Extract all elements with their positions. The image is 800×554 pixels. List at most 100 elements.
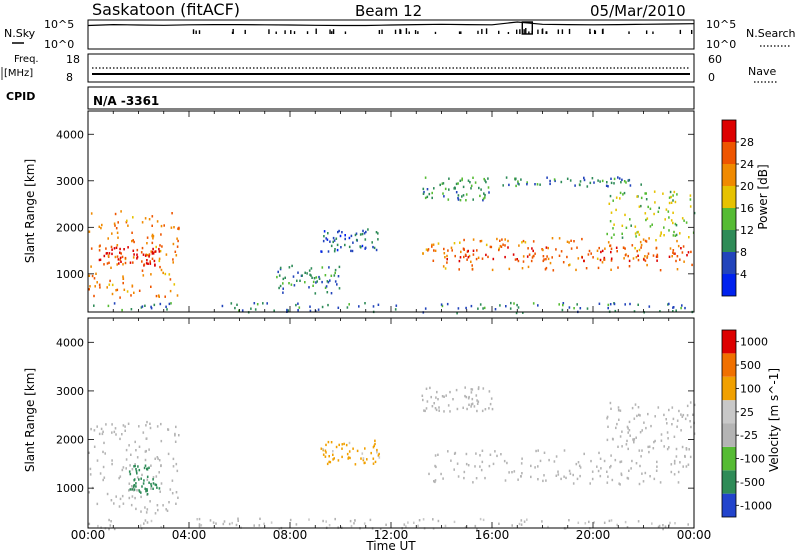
scatter-point <box>167 452 170 456</box>
scatter-point <box>333 457 335 460</box>
scatter-point <box>452 398 454 401</box>
scatter-point <box>560 477 562 481</box>
scatter-point <box>328 266 330 269</box>
scatter-point <box>607 241 610 244</box>
scatter-point <box>165 508 167 511</box>
scatter-point <box>633 417 636 420</box>
scatter-point <box>148 255 150 258</box>
scatter-point <box>674 522 676 525</box>
scatter-point <box>632 257 635 260</box>
scatter-point <box>363 232 366 235</box>
scatter-point <box>431 405 434 408</box>
nsky-label: N.Sky <box>4 27 36 40</box>
scatter-point <box>136 257 138 260</box>
scatter-point <box>465 306 467 310</box>
scatter-point <box>341 455 343 459</box>
scatter-point <box>103 254 106 258</box>
scatter-point <box>152 476 155 479</box>
scatter-point <box>479 517 482 521</box>
scatter-point <box>634 247 636 250</box>
scatter-point <box>547 525 549 529</box>
colorbar-swatch <box>722 446 736 471</box>
scatter-point <box>472 238 475 241</box>
scatter-point <box>467 464 470 467</box>
scatter-point <box>135 485 137 488</box>
scatter-point <box>258 524 261 527</box>
scatter-point <box>114 427 117 430</box>
scatter-point <box>119 497 122 501</box>
scatter-point <box>327 281 330 284</box>
scatter-point <box>103 441 105 445</box>
scatter-point <box>576 246 578 249</box>
scatter-point <box>563 475 565 478</box>
scatter-point <box>326 291 329 294</box>
scatter-point <box>149 262 152 265</box>
scatter-point <box>615 196 618 199</box>
scatter-point <box>422 187 425 191</box>
scatter-point <box>608 202 611 205</box>
scatter-point <box>169 278 172 281</box>
scatter-point <box>624 247 626 250</box>
scatter-point <box>561 308 564 312</box>
scatter-point <box>304 271 306 274</box>
scatter-point <box>139 524 142 527</box>
scatter-point <box>172 465 175 468</box>
scatter-point <box>109 524 112 527</box>
scatter-point <box>685 448 688 451</box>
scatter-point <box>610 519 613 522</box>
scatter-point <box>110 520 112 523</box>
scatter-point <box>596 257 599 260</box>
scatter-point <box>146 242 148 245</box>
scatter-point <box>320 447 323 450</box>
scatter-point <box>640 243 643 247</box>
scatter-point <box>454 187 456 190</box>
scatter-point <box>444 524 447 528</box>
scatter-point <box>656 253 659 257</box>
scatter-point <box>143 263 146 266</box>
scatter-point <box>657 525 660 529</box>
scatter-point <box>372 446 375 449</box>
scatter-point <box>542 248 544 252</box>
scatter-point <box>577 257 580 260</box>
scatter-point <box>568 241 570 244</box>
scatter-point <box>150 487 152 490</box>
scatter-point <box>601 249 604 253</box>
scatter-point <box>385 523 387 526</box>
scatter-point <box>504 238 506 241</box>
scatter-point <box>487 177 489 180</box>
scatter-point <box>445 394 447 397</box>
scatter-point <box>499 304 501 307</box>
scatter-point <box>98 258 101 262</box>
scatter-point <box>662 527 664 531</box>
scatter-point <box>464 526 467 529</box>
scatter-point <box>673 459 676 463</box>
scatter-point <box>654 201 656 204</box>
scatter-point <box>443 252 446 255</box>
scatter-point <box>659 481 662 484</box>
scatter-point <box>463 248 465 251</box>
scatter-point <box>130 453 132 456</box>
scatter-point <box>118 262 120 265</box>
scatter-point <box>134 496 136 500</box>
scatter-point <box>437 242 440 245</box>
velocity-colorbar: 1000 500 100 25 -25 -100 -500 -1000 <box>721 329 772 518</box>
colorbar-tick-label: 25 <box>740 406 754 419</box>
scatter-point <box>557 470 559 473</box>
scatter-point <box>88 451 90 454</box>
scatter-point <box>120 210 122 213</box>
scatter-point <box>198 517 201 521</box>
scatter-point <box>99 286 101 289</box>
scatter-point <box>105 247 107 250</box>
scatter-point <box>425 387 428 390</box>
scatter-point <box>521 267 524 270</box>
scatter-point <box>98 225 101 228</box>
scatter-point <box>122 277 124 280</box>
scatter-point <box>488 390 491 393</box>
scatter-point <box>328 455 330 458</box>
scatter-point <box>533 254 535 258</box>
scatter-point <box>672 194 674 197</box>
scatter-point <box>140 491 142 494</box>
scatter-point <box>143 479 145 482</box>
scatter-point <box>626 425 629 429</box>
scatter-point <box>320 250 322 253</box>
